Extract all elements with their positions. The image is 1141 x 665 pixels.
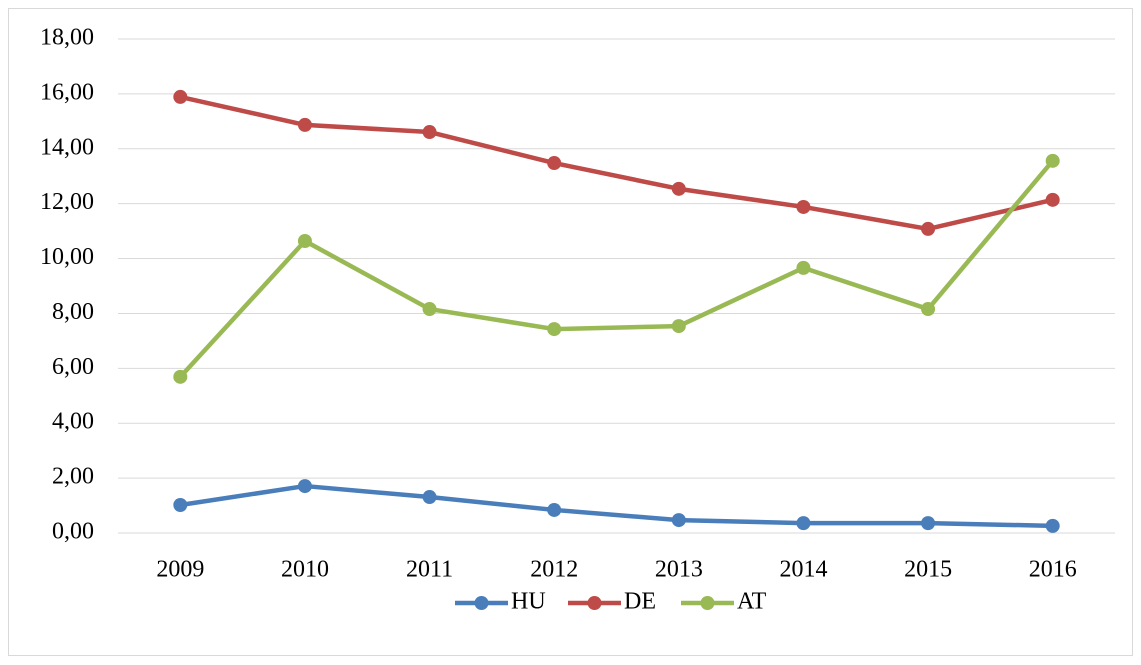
data-point (1045, 192, 1060, 207)
data-point (173, 89, 188, 104)
data-point (671, 319, 686, 334)
legend-label: HU (511, 589, 546, 615)
legend-marker (587, 596, 602, 610)
legend-label: DE (624, 589, 656, 615)
legend-marker (700, 596, 715, 610)
x-tick-label: 2013 (655, 557, 703, 583)
data-point (921, 221, 936, 236)
x-tick-label: 2015 (904, 557, 952, 583)
data-point (297, 233, 312, 248)
data-point (547, 322, 562, 337)
data-point (796, 199, 811, 214)
y-tick-label: 18,00 (40, 25, 94, 51)
y-tick-label: 10,00 (40, 244, 94, 270)
data-point (671, 513, 686, 528)
series-line (178, 159, 1055, 379)
data-point (547, 502, 562, 517)
x-tick-label: 2011 (406, 557, 453, 583)
data-point (173, 369, 188, 384)
legend-marker (474, 596, 489, 610)
data-point (297, 117, 312, 132)
data-point (1045, 518, 1060, 533)
y-tick-label: 14,00 (40, 134, 94, 160)
x-tick-label: 2010 (281, 557, 329, 583)
y-tick-label: 2,00 (52, 464, 94, 490)
x-tick-label: 2009 (156, 557, 204, 583)
legend-label: AT (737, 589, 767, 615)
data-point (173, 498, 188, 513)
x-tick-label: 2014 (779, 557, 827, 583)
data-point (422, 302, 437, 317)
data-point (796, 260, 811, 275)
x-tick-label: 2012 (530, 557, 578, 583)
y-tick-label: 8,00 (52, 299, 94, 325)
chart-frame (8, 8, 1133, 656)
x-tick-label: 2016 (1029, 557, 1077, 583)
data-point (921, 516, 936, 531)
data-point (422, 125, 437, 140)
data-point (297, 479, 312, 494)
data-point (547, 156, 562, 171)
series-line (179, 483, 1053, 529)
data-point (796, 516, 811, 531)
series-line (179, 94, 1054, 232)
y-tick-label: 16,00 (40, 79, 94, 105)
y-tick-label: 12,00 (40, 189, 94, 215)
data-point (422, 490, 437, 505)
y-tick-label: 0,00 (52, 519, 94, 545)
y-tick-label: 4,00 (52, 409, 94, 435)
data-point (1045, 153, 1060, 168)
y-tick-label: 6,00 (52, 354, 94, 380)
data-point (671, 181, 686, 196)
data-point (921, 302, 936, 317)
